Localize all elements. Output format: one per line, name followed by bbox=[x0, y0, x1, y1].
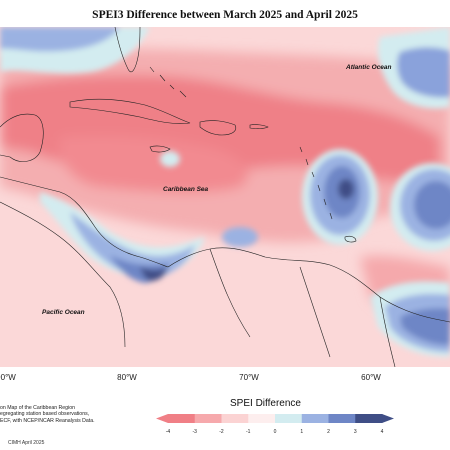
color-legend: -4 -3 -2 -1 0 1 2 3 4 bbox=[156, 414, 394, 435]
puerto-rico bbox=[249, 124, 269, 129]
positive-zone-northeast bbox=[397, 47, 450, 98]
legend-tick-label: 1 bbox=[300, 429, 303, 435]
legend-swatch bbox=[221, 414, 249, 423]
jamaica bbox=[149, 145, 171, 153]
legend-tick-label: 0 bbox=[274, 429, 277, 435]
positive-zone-central-america bbox=[70, 212, 195, 278]
lon-tick-70w: 70°W bbox=[239, 373, 259, 382]
positive-zone-hispaniola bbox=[160, 151, 180, 167]
label-atlantic-ocean: Atlantic Ocean bbox=[346, 64, 392, 71]
map-title: SPEI3 Difference between March 2025 and … bbox=[92, 9, 358, 21]
label-pacific-ocean: Pacific Ocean bbox=[42, 309, 85, 316]
hispaniola bbox=[199, 120, 237, 136]
legend-title: SPEI Difference bbox=[230, 398, 301, 409]
legend-swatch bbox=[355, 414, 383, 423]
map-notes: on Map of the Caribbean Region egregatin… bbox=[0, 405, 95, 424]
legend-swatch bbox=[301, 414, 329, 423]
south-america-north-coast bbox=[167, 247, 450, 323]
coastlines bbox=[0, 27, 450, 367]
legend-tick-label: 4 bbox=[381, 429, 384, 435]
note-line: ECF, with NCEP/NCAR Reanalysis Data. bbox=[0, 417, 95, 424]
legend-swatch bbox=[194, 414, 222, 423]
legend-tick-label: 2 bbox=[327, 429, 330, 435]
lon-tick-90w: 90°W bbox=[0, 373, 16, 382]
note-line: egregating station based observations, bbox=[0, 411, 90, 418]
legend-tick-label: -3 bbox=[193, 429, 198, 435]
south-america-interior bbox=[209, 248, 396, 367]
cuba bbox=[69, 98, 191, 124]
legend-tick-label: 3 bbox=[354, 429, 357, 435]
legend-tick-label: -2 bbox=[219, 429, 224, 435]
positive-zone-northwest bbox=[0, 27, 120, 52]
central-america-coast bbox=[0, 176, 169, 268]
positive-zone-east-atlantic-core bbox=[414, 181, 450, 229]
pacific-coast bbox=[0, 201, 126, 348]
legend-extend-low bbox=[156, 414, 168, 423]
lon-tick-60w: 60°W bbox=[361, 373, 381, 382]
florida bbox=[114, 27, 141, 73]
negative-zone-caribbean bbox=[59, 135, 249, 193]
legend-extend-high bbox=[382, 414, 394, 423]
legend-tick-label: -1 bbox=[246, 429, 251, 435]
legend-swatch bbox=[275, 414, 303, 423]
legend-swatch bbox=[168, 414, 196, 423]
trinidad bbox=[344, 235, 357, 243]
yucatan-coast bbox=[0, 113, 44, 162]
legend-swatch bbox=[248, 414, 276, 423]
lesser-antilles bbox=[299, 146, 333, 220]
note-line: on Map of the Caribbean Region bbox=[0, 405, 75, 411]
positive-zone-panama-peak bbox=[140, 267, 168, 281]
positive-zone-lesser-antilles-peak bbox=[338, 179, 354, 199]
legend-tick-label: -4 bbox=[166, 429, 171, 435]
lon-tick-80w: 80°W bbox=[117, 373, 137, 382]
spei-difference-map bbox=[0, 27, 450, 367]
label-caribbean-sea: Caribbean Sea bbox=[163, 186, 209, 193]
legend-swatch bbox=[328, 414, 356, 423]
positive-zone-venezuela bbox=[222, 227, 258, 247]
credit: CIMH April 2025 bbox=[8, 440, 45, 446]
bahamas bbox=[149, 66, 187, 98]
positive-zone-guianas-core bbox=[400, 308, 450, 345]
